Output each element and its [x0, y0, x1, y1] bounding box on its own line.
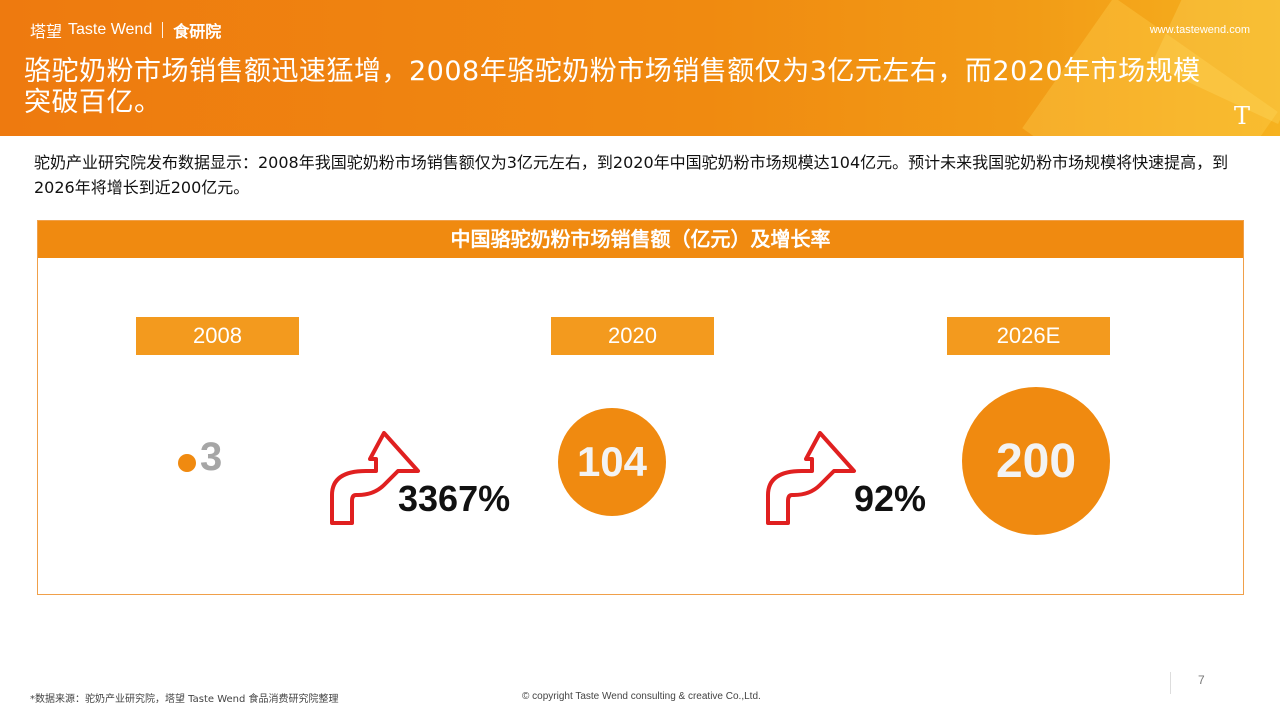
value-label-2020: 104	[576, 438, 648, 485]
brand-logo: 塔望 Taste Wend 食研院	[30, 18, 221, 42]
t-logo-icon: T	[1233, 102, 1250, 130]
page-number: 7	[1198, 673, 1205, 687]
header-band: 塔望 Taste Wend 食研院 www.tastewend.com 骆驼奶粉…	[0, 0, 1280, 136]
brand-name-en: Taste Wend	[68, 21, 153, 38]
growth-arrow-icon	[330, 431, 420, 525]
value-label-2026e: 200	[995, 434, 1077, 488]
data-source-note: *数据来源：驼奶产业研究院，塔望 Taste Wend 食品消费研究院整理	[30, 694, 339, 705]
chart-panel: 中国骆驼奶粉市场销售额（亿元）及增长率 2008 2020 2026E 3 33…	[37, 220, 1244, 595]
chart-title: 中国骆驼奶粉市场销售额（亿元）及增长率	[450, 227, 831, 251]
brand-name-cn: 塔望	[30, 22, 63, 41]
growth-rate-label: 3367%	[398, 478, 511, 519]
year-label-2026e: 2026E	[947, 317, 1110, 355]
value-dot-2008	[178, 454, 196, 472]
value-bubble-2026e: 200	[962, 387, 1110, 535]
slide-title: 骆驼奶粉市场销售额迅速猛增，2008年骆驼奶粉市场销售额仅为3亿元左右，而202…	[24, 56, 1201, 118]
growth-arrow-icon	[766, 431, 856, 525]
institute-name: 食研院	[173, 22, 222, 41]
year-label-2008: 2008	[136, 317, 299, 355]
year-label-2020: 2020	[551, 317, 714, 355]
intro-text: 驼奶产业研究院发布数据显示：2008年我国驼奶粉市场销售额仅为3亿元左右，到20…	[34, 153, 1229, 197]
value-bubble-2020: 104	[558, 408, 666, 516]
brand-divider	[162, 22, 164, 38]
growth-rate-label: 92%	[854, 478, 927, 519]
website-url: www.tastewend.com	[1149, 24, 1250, 36]
chart-header: 中国骆驼奶粉市场销售额（亿元）及增长率	[38, 221, 1243, 258]
copyright-text: © copyright Taste Wend consulting & crea…	[522, 691, 761, 702]
footer-divider	[1170, 672, 1171, 694]
value-label-2008: 3	[200, 435, 223, 479]
